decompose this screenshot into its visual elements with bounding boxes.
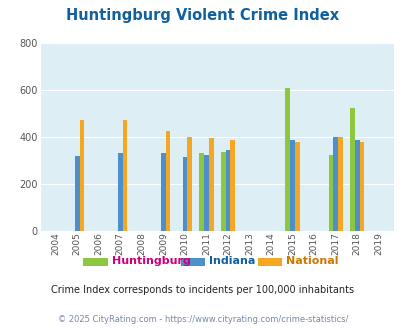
Bar — [75, 156, 79, 231]
Bar — [208, 138, 213, 231]
Text: National: National — [286, 256, 338, 266]
Bar — [349, 108, 354, 231]
Bar — [122, 120, 127, 231]
Bar — [165, 131, 170, 231]
Text: Indiana: Indiana — [209, 256, 255, 266]
Bar — [187, 137, 192, 231]
Bar — [285, 87, 290, 231]
Bar — [337, 137, 342, 231]
Text: Huntingburg Violent Crime Index: Huntingburg Violent Crime Index — [66, 8, 339, 23]
Bar — [161, 153, 165, 231]
Text: Crime Index corresponds to incidents per 100,000 inhabitants: Crime Index corresponds to incidents per… — [51, 285, 354, 295]
Text: Huntingburg: Huntingburg — [111, 256, 190, 266]
Bar — [79, 120, 84, 231]
Bar — [117, 153, 122, 231]
Bar — [220, 152, 225, 231]
Bar — [230, 140, 234, 231]
Bar — [294, 142, 299, 231]
Bar — [290, 141, 294, 231]
Bar — [199, 153, 204, 231]
Bar — [204, 154, 208, 231]
Bar — [333, 137, 337, 231]
Text: © 2025 CityRating.com - https://www.cityrating.com/crime-statistics/: © 2025 CityRating.com - https://www.city… — [58, 315, 347, 324]
Bar — [328, 154, 333, 231]
Bar — [354, 141, 359, 231]
Bar — [225, 150, 230, 231]
Bar — [182, 157, 187, 231]
Bar — [359, 142, 363, 231]
